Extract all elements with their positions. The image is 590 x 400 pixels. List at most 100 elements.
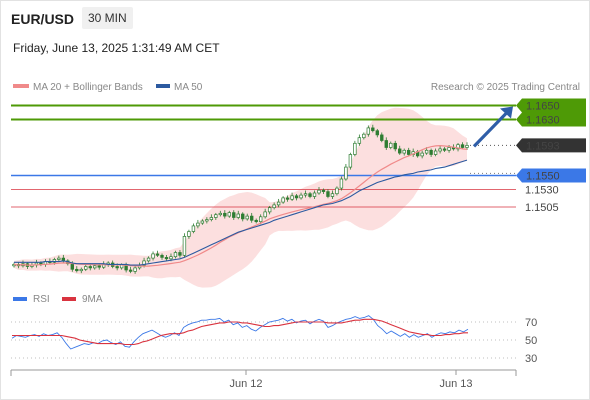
ma50-legend-label: MA 50 <box>174 82 203 93</box>
level-label-1.1593: 1.1593 <box>526 140 560 152</box>
candle-body <box>218 212 222 216</box>
candle-body <box>223 212 227 217</box>
candle-body <box>191 225 196 232</box>
rsi-ma-legend-swatch <box>62 297 76 301</box>
candle-body <box>187 231 191 237</box>
candle-body <box>433 150 438 155</box>
candle-body <box>330 193 335 197</box>
x-axis: Jun 12 Jun 13 <box>10 370 517 390</box>
candle-body <box>232 212 236 218</box>
level-label-1.1630: 1.1630 <box>526 115 560 127</box>
candle-body <box>442 148 447 151</box>
candle-body <box>317 189 321 194</box>
candle-body <box>128 269 133 272</box>
candle-body <box>424 149 429 154</box>
forecast-arrow-icon <box>472 106 513 148</box>
candle-body <box>303 193 308 196</box>
candle-body <box>75 268 79 272</box>
candle-body <box>79 268 83 272</box>
level-tag-1.1630 <box>516 112 586 127</box>
candle-body <box>465 145 469 148</box>
candle-body <box>133 267 137 272</box>
candle-body <box>200 220 205 224</box>
candle-body <box>254 219 258 223</box>
credit-text: Research © 2025 Trading Central <box>431 82 580 93</box>
ma20-legend-swatch <box>13 84 29 88</box>
candle-body <box>115 266 119 269</box>
x-tick-label: Jun 12 <box>229 378 262 390</box>
candle-body <box>312 192 317 197</box>
candle-body <box>272 204 276 209</box>
candle-body <box>227 212 231 217</box>
candle-body <box>88 266 92 269</box>
timeframe-badge[interactable]: 30 MIN <box>82 7 133 29</box>
rsi-ma-legend-label: 9MA <box>82 294 103 305</box>
candle-body <box>263 211 267 218</box>
level-label-1.1530: 1.1530 <box>525 185 559 197</box>
candle-body <box>245 215 249 220</box>
ma50-line <box>14 159 468 266</box>
rsi-line <box>11 315 469 350</box>
timestamp: Friday, June 13, 2025 1:31:49 AM CET <box>13 41 220 55</box>
level-tag-1.1550 <box>516 168 586 183</box>
candle-body <box>438 148 442 152</box>
candle-body <box>241 213 245 220</box>
candle-body <box>456 144 460 150</box>
candle-body <box>267 207 272 213</box>
candle-body <box>308 193 312 197</box>
candle-body <box>155 253 160 256</box>
rsi-legend-label: RSI <box>33 294 50 305</box>
candle-body <box>290 195 294 200</box>
candle-body <box>57 257 61 260</box>
rsi-level-label-70: 70 <box>525 317 537 329</box>
candle-body <box>348 154 353 168</box>
candle-body <box>362 133 366 139</box>
candle-body <box>209 217 214 220</box>
arrow-shaft <box>472 112 508 148</box>
candle-body <box>371 127 375 132</box>
candle-body <box>402 149 406 154</box>
x-tick-label: Jun 13 <box>439 378 472 390</box>
candle-body <box>142 260 146 266</box>
candle-body <box>357 137 362 144</box>
candle-body <box>205 219 209 222</box>
level-label-1.1650: 1.1650 <box>526 101 560 113</box>
candle-body <box>97 265 101 268</box>
rsi-ma-line <box>12 318 468 346</box>
candle-body <box>447 147 451 151</box>
candle-body <box>160 254 164 258</box>
candle-body <box>151 253 155 259</box>
candle-body <box>375 130 379 136</box>
rsi-level-label-50: 50 <box>525 335 537 347</box>
candle-body <box>70 263 74 270</box>
candle-body <box>335 187 339 195</box>
candle-body <box>460 144 465 148</box>
candle-body <box>429 149 433 155</box>
bollinger-bands <box>14 107 467 288</box>
ma50-legend-swatch <box>156 84 170 88</box>
candle-body <box>344 166 348 180</box>
candle-body <box>93 265 97 269</box>
candle-body <box>285 197 290 200</box>
instrument-title: EUR/USD <box>11 11 75 27</box>
candle-body <box>214 214 218 218</box>
level-tag-1.1593 <box>516 138 586 153</box>
candle-body <box>326 191 330 197</box>
rsi-level-label-30: 30 <box>525 353 537 365</box>
candle-body <box>196 222 200 227</box>
level-tag-1.1650 <box>516 98 586 113</box>
candle-body <box>339 178 344 189</box>
candle-body <box>146 257 151 262</box>
candle-body <box>164 257 169 260</box>
candle-body <box>398 148 402 154</box>
level-label-1.1505: 1.1505 <box>525 202 559 214</box>
candle-body <box>250 215 254 221</box>
candle-body <box>173 252 178 258</box>
moving-averages <box>13 144 468 267</box>
candle-body <box>182 236 187 256</box>
bollinger-band-area <box>14 107 467 288</box>
candle-body <box>52 259 57 263</box>
candle-body <box>236 213 240 218</box>
candle-body <box>384 140 388 148</box>
